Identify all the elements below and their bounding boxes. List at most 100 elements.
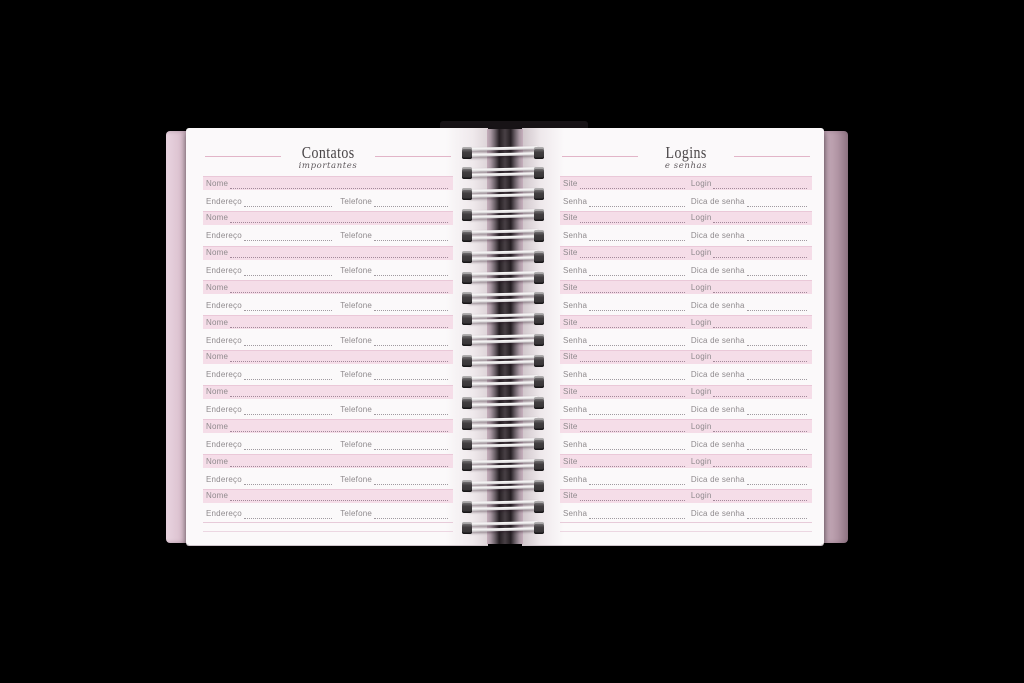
spiral-ring: [461, 208, 545, 223]
login-label: Login: [690, 456, 712, 466]
dotted-line: [579, 318, 685, 328]
password-hint-label: Dica de senha: [690, 196, 745, 206]
row-highlight-band: Nome: [203, 176, 453, 190]
login-field: Login: [691, 318, 809, 328]
dotted-line: [230, 318, 448, 328]
login-field: Login: [691, 283, 809, 293]
address-phone-row: Endereço Telefone: [203, 405, 453, 416]
password-hint-label: Dica de senha: [690, 231, 745, 241]
cover-edge-right: [822, 131, 848, 543]
spiral-hole-left: [462, 334, 472, 347]
spiral-hole-left: [462, 146, 472, 159]
name-label: Nome: [206, 282, 229, 292]
dotted-line: [243, 440, 333, 450]
password-hint-label: Dica de senha: [690, 509, 745, 519]
spiral-wire: [467, 339, 539, 345]
spiral-hole-right: [534, 396, 544, 409]
name-label: Nome: [206, 213, 229, 223]
site-label: Site: [563, 178, 578, 188]
dotted-line: [230, 213, 448, 224]
password-label: Senha: [563, 231, 588, 241]
password-label: Senha: [563, 509, 588, 519]
spiral-wire: [467, 214, 539, 220]
login-label: Login: [690, 421, 712, 431]
dotted-line: [589, 405, 685, 415]
spiral-hole-left: [462, 250, 472, 263]
contact-row: Nome Endereço Telefone: [203, 419, 453, 454]
password-label: Senha: [563, 370, 588, 380]
site-field: Site: [563, 179, 691, 189]
password-hint-field: Dica de senha: [691, 405, 809, 416]
dotted-line: [230, 457, 448, 467]
spiral-wire: [467, 318, 539, 324]
spiral-wire: [467, 506, 539, 511]
spiral-wire: [467, 443, 539, 449]
password-field: Senha: [563, 405, 691, 416]
spiral-hole-left: [462, 396, 472, 409]
contact-row: Nome Endereço Telefone: [203, 280, 453, 315]
spiral-hole-right: [534, 334, 544, 347]
address-phone-row: Endereço Telefone: [203, 196, 453, 207]
row-highlight-band: Nome: [203, 384, 453, 399]
spiral-hole-right: [534, 480, 544, 493]
address-phone-row: Endereço Telefone: [203, 370, 453, 381]
dotted-line: [713, 457, 807, 467]
dotted-line: [230, 248, 448, 258]
site-label: Site: [563, 213, 578, 223]
spiral-hole-right: [534, 167, 544, 180]
dotted-line: [589, 509, 685, 520]
password-hint-label: Dica de senha: [690, 405, 745, 414]
dotted-line: [713, 248, 807, 258]
page-title: Logins: [665, 143, 707, 162]
login-row: Site Login Senha Dica de senha: [560, 176, 812, 211]
login-row: Site Login Senha Dica de senha: [560, 454, 812, 489]
password-hint-label: Dica de senha: [690, 300, 745, 310]
dotted-line: [243, 509, 333, 520]
address-label: Endereço: [206, 439, 242, 449]
spiral-hole-left: [462, 438, 472, 451]
dotted-line: [579, 387, 685, 397]
dotted-line: [374, 440, 448, 450]
dotted-line: [243, 405, 333, 415]
password-field: Senha: [563, 335, 691, 346]
dotted-line: [746, 405, 807, 415]
spiral-hole-right: [534, 271, 544, 284]
row-highlight-band: Site Login: [560, 488, 812, 503]
dotted-line: [230, 422, 448, 432]
dotted-line: [243, 197, 333, 207]
header-rule-right: [375, 156, 451, 157]
dotted-line: [243, 336, 333, 346]
site-label: Site: [563, 456, 578, 466]
login-field: Login: [691, 457, 809, 467]
password-field: Senha: [563, 474, 691, 485]
login-field: Login: [691, 213, 809, 224]
spiral-ring: [461, 166, 545, 181]
spiral-ring: [461, 312, 545, 327]
spiral-hole-right: [534, 292, 544, 305]
dotted-line: [579, 352, 685, 363]
address-field: Endereço: [206, 509, 340, 520]
spiral-hole-left: [462, 480, 472, 493]
page-logins: Logins e senhas Site Login Senha Dica de…: [522, 128, 824, 545]
password-hint-row: Senha Dica de senha: [560, 335, 812, 346]
address-label: Endereço: [206, 335, 242, 345]
spiral-ring: [461, 437, 545, 452]
login-field: Login: [691, 491, 809, 502]
site-label: Site: [563, 352, 578, 362]
site-field: Site: [563, 422, 691, 432]
row-highlight-band: Site Login: [560, 315, 812, 329]
password-hint-label: Dica de senha: [690, 370, 745, 380]
spiral-ring: [461, 395, 545, 410]
dotted-line: [374, 301, 448, 311]
row-highlight-band: Site Login: [560, 176, 812, 190]
dotted-line: [230, 283, 448, 293]
password-hint-field: Dica de senha: [691, 196, 809, 207]
dotted-line: [374, 197, 448, 207]
spiral-hole-left: [462, 292, 472, 305]
dotted-line: [746, 440, 807, 450]
spiral-hole-left: [462, 167, 472, 180]
phone-field: Telefone: [340, 231, 450, 242]
spiral-ring: [461, 354, 545, 369]
spiral-hole-right: [534, 459, 544, 472]
dotted-line: [579, 213, 685, 224]
